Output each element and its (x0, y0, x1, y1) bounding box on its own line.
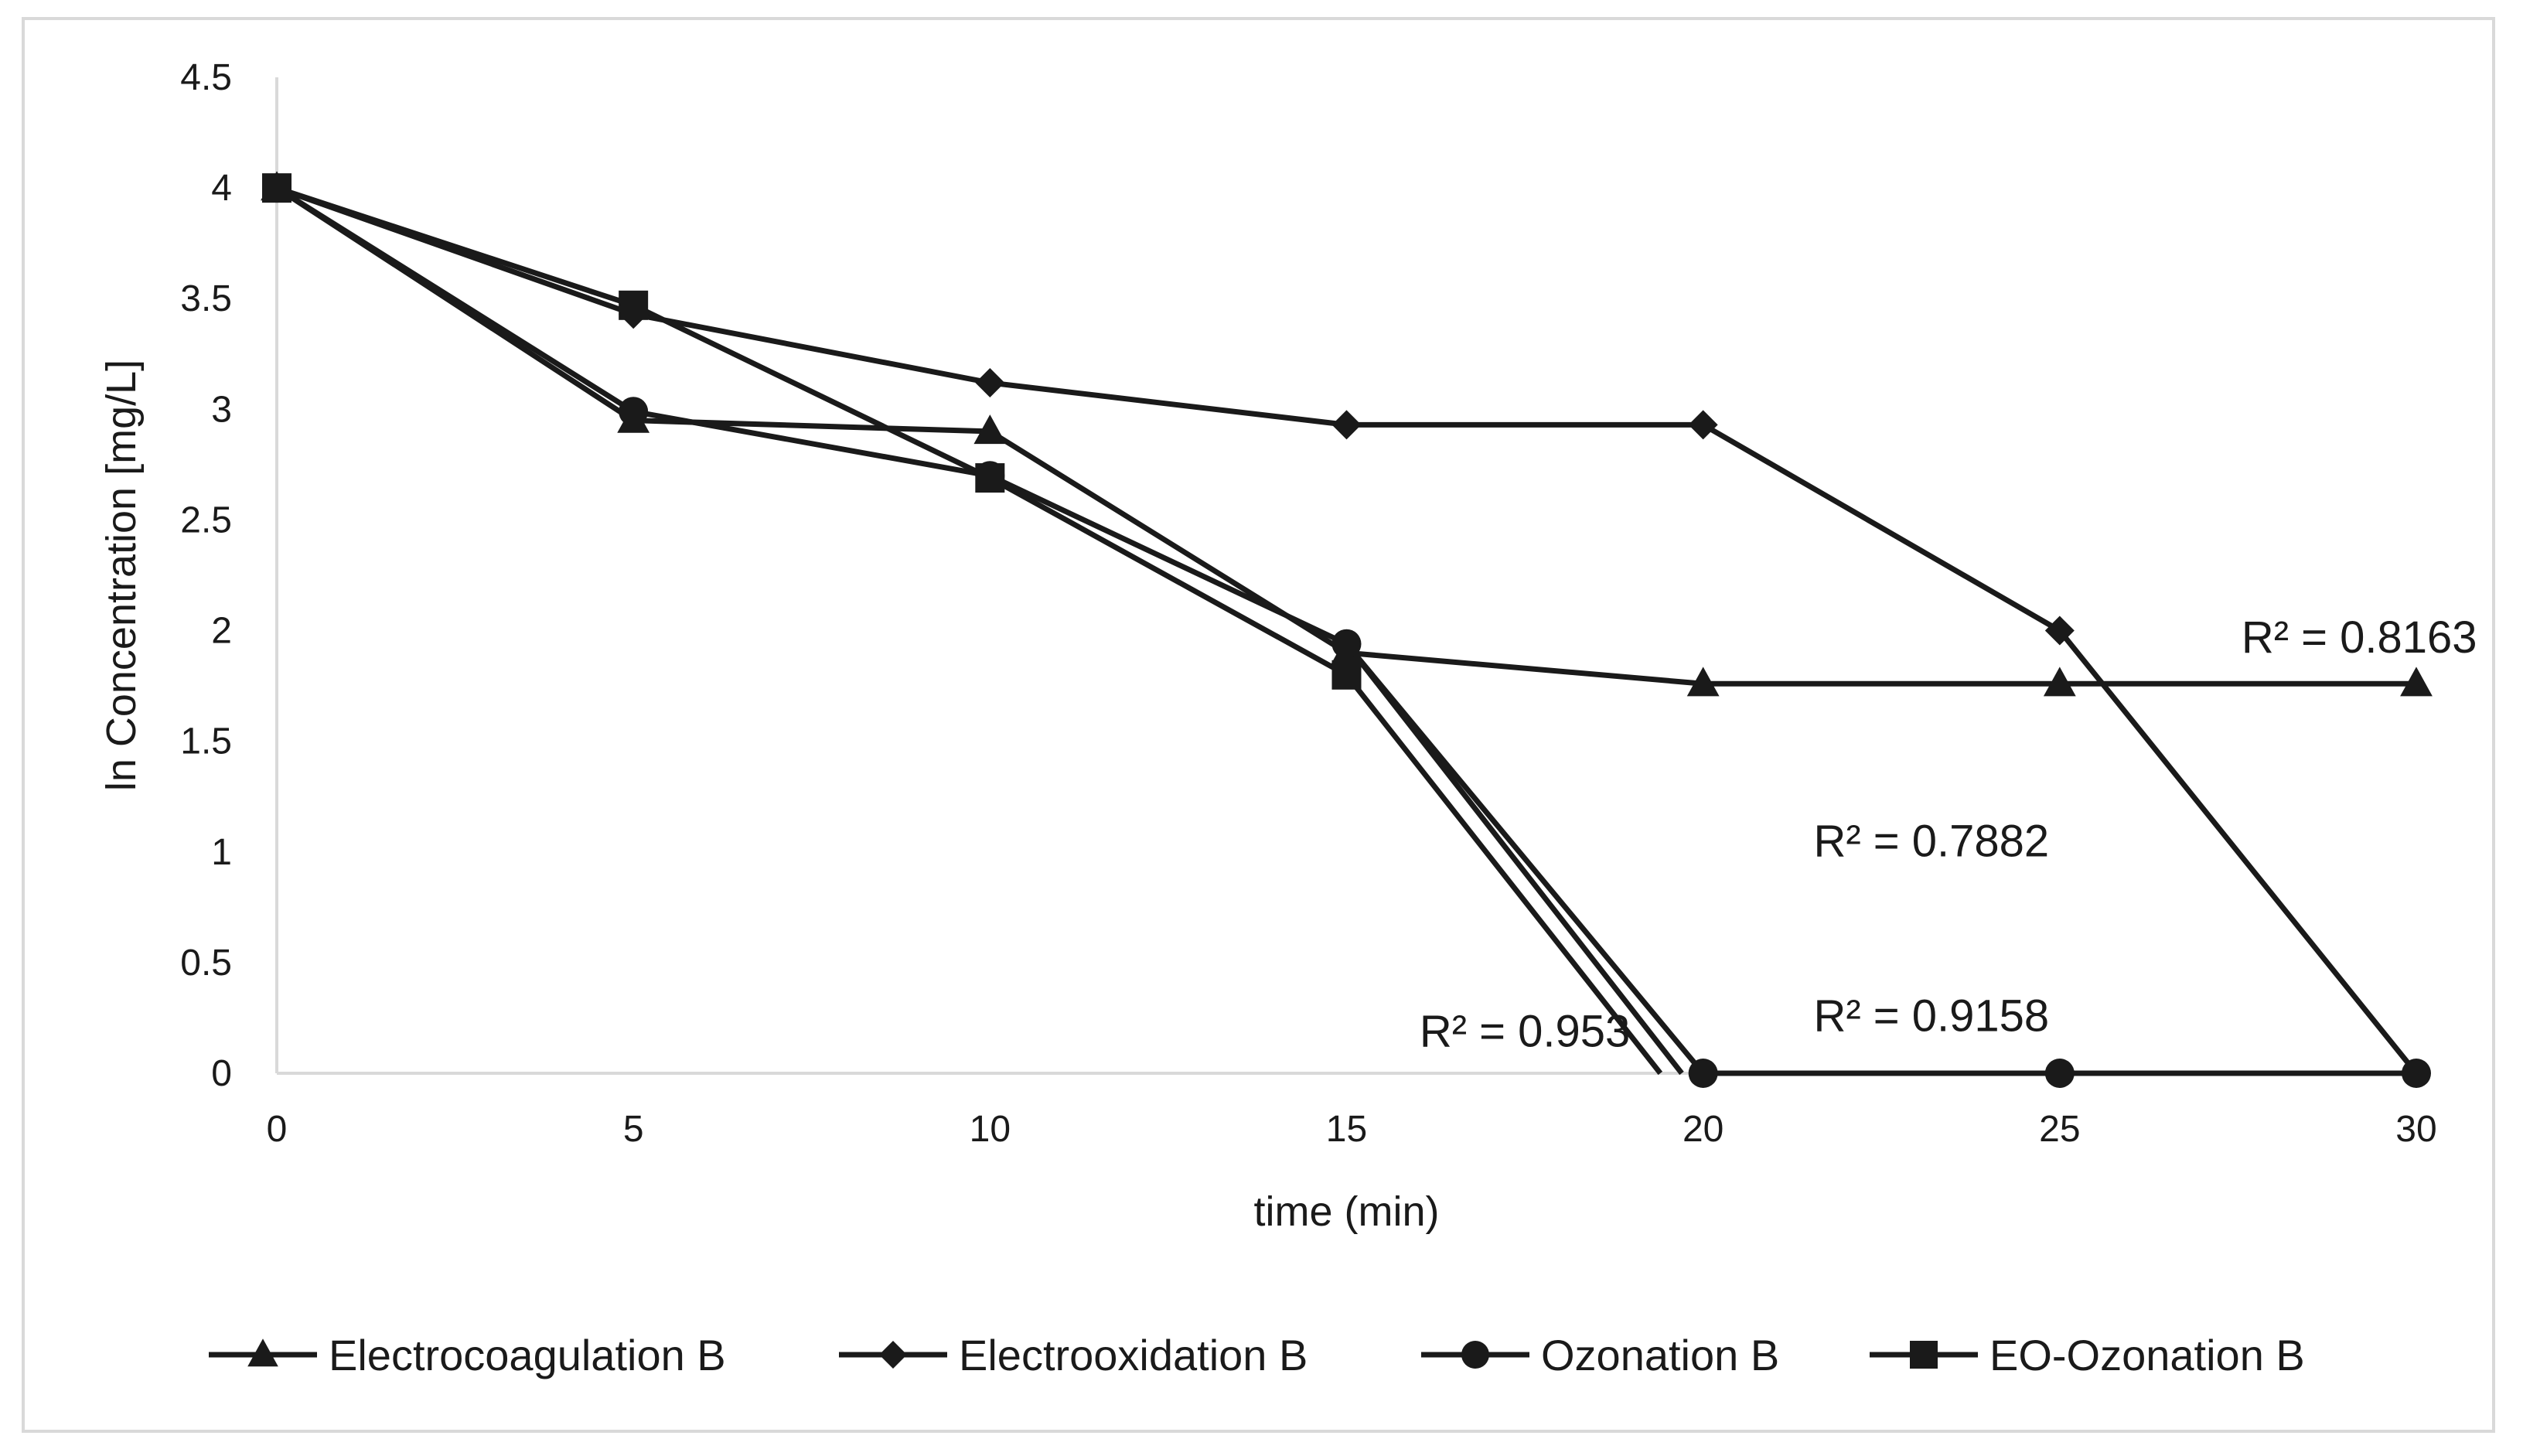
data-point-eo-ozonation-b (619, 290, 649, 320)
legend-item-electrooxidation-b: Electrooxidation B (839, 1331, 1308, 1379)
y-tick-label: 2 (211, 611, 232, 652)
legend-label: Electrooxidation B (959, 1331, 1308, 1379)
series-line-eo-ozonation-b (275, 185, 1348, 677)
y-axis-title: ln Concentration [mg/L] (98, 360, 145, 791)
data-point-ozonation-b (1331, 629, 1362, 659)
y-tick-label: 3 (211, 389, 232, 430)
y-tick-label: 0 (211, 1053, 232, 1094)
data-point-electrocoagulation-b (1686, 667, 1720, 697)
data-point-electrooxidation-b (975, 367, 1005, 397)
r2-annotations: R² = 0.8163 R² = 0.7882 R² = 0.953 R² = 0.9… (1420, 612, 2477, 1056)
legend-item-eo-ozonation-b: EO-Ozonation B (1870, 1331, 2305, 1379)
r2-annotation: R² = 0.9158 (1813, 991, 2049, 1042)
data-point-eo-ozonation-b (1331, 660, 1362, 690)
trendline-ozonation-b (1344, 642, 1684, 1076)
x-tick-label: 30 (2395, 1109, 2436, 1150)
data-point-electrooxidation-b (1331, 410, 1362, 440)
legend-square-icon (1910, 1341, 1938, 1369)
r2-annotation: R² = 0.7882 (1813, 817, 2049, 867)
y-tick-label: 1 (211, 832, 232, 873)
legend-diamond-icon (879, 1341, 907, 1369)
x-axis-title: time (min) (1254, 1188, 1440, 1235)
series-markers (261, 171, 2433, 1088)
data-point-ozonation-b (2044, 1059, 2075, 1088)
legend-item-electrocoagulation-b: Electrocoagulation B (209, 1331, 726, 1379)
legend-label: EO-Ozonation B (1989, 1331, 2305, 1379)
data-point-ozonation-b (1688, 1059, 1718, 1088)
y-tick-label: 4 (211, 168, 232, 209)
trendline-eo-ozonation-b (1344, 673, 1663, 1076)
x-tick-label: 15 (1326, 1109, 1367, 1150)
legend-circle-icon (1461, 1341, 1489, 1369)
data-point-eo-ozonation-b (262, 173, 292, 203)
legend-label: Ozonation B (1541, 1331, 1779, 1379)
y-tick-label: 0.5 (180, 943, 232, 984)
legend-item-ozonation-b: Ozonation B (1421, 1331, 1779, 1379)
data-point-electrooxidation-b (2044, 615, 2075, 646)
data-point-electrocoagulation-b (2400, 667, 2433, 697)
data-point-ozonation-b (2402, 1059, 2431, 1088)
r2-annotation: R² = 0.8163 (2242, 612, 2477, 663)
x-tick-label: 0 (267, 1109, 288, 1150)
legend-triangle-icon (247, 1338, 278, 1367)
chart-frame (22, 17, 2495, 1433)
y-tick-label: 1.5 (180, 721, 232, 762)
data-point-electrooxidation-b (1688, 410, 1718, 440)
legend-label: Electrocoagulation B (329, 1331, 726, 1379)
x-tick-label: 10 (970, 1109, 1011, 1150)
data-point-electrocoagulation-b (973, 414, 1007, 445)
axes: 0 0.5 1 1.5 2 2.5 3 3.5 4 4.5 0 5 10 15 20 25 30 time (mi… (98, 57, 2437, 1235)
data-point-electrocoagulation-b (2043, 667, 2076, 697)
data-point-ozonation-b (619, 397, 649, 427)
r2-annotation: R² = 0.953 (1420, 1007, 1630, 1057)
x-tick-label: 20 (1683, 1109, 1723, 1150)
y-tick-label: 3.5 (180, 278, 232, 319)
y-tick-label: 2.5 (180, 500, 232, 540)
x-tick-label: 5 (623, 1109, 644, 1150)
y-tick-label: 4.5 (180, 57, 232, 98)
x-tick-label: 25 (2039, 1109, 2080, 1150)
legend: Electrocoagulation B Electrooxidation B Oz… (209, 1331, 2305, 1379)
data-point-eo-ozonation-b (975, 463, 1005, 493)
